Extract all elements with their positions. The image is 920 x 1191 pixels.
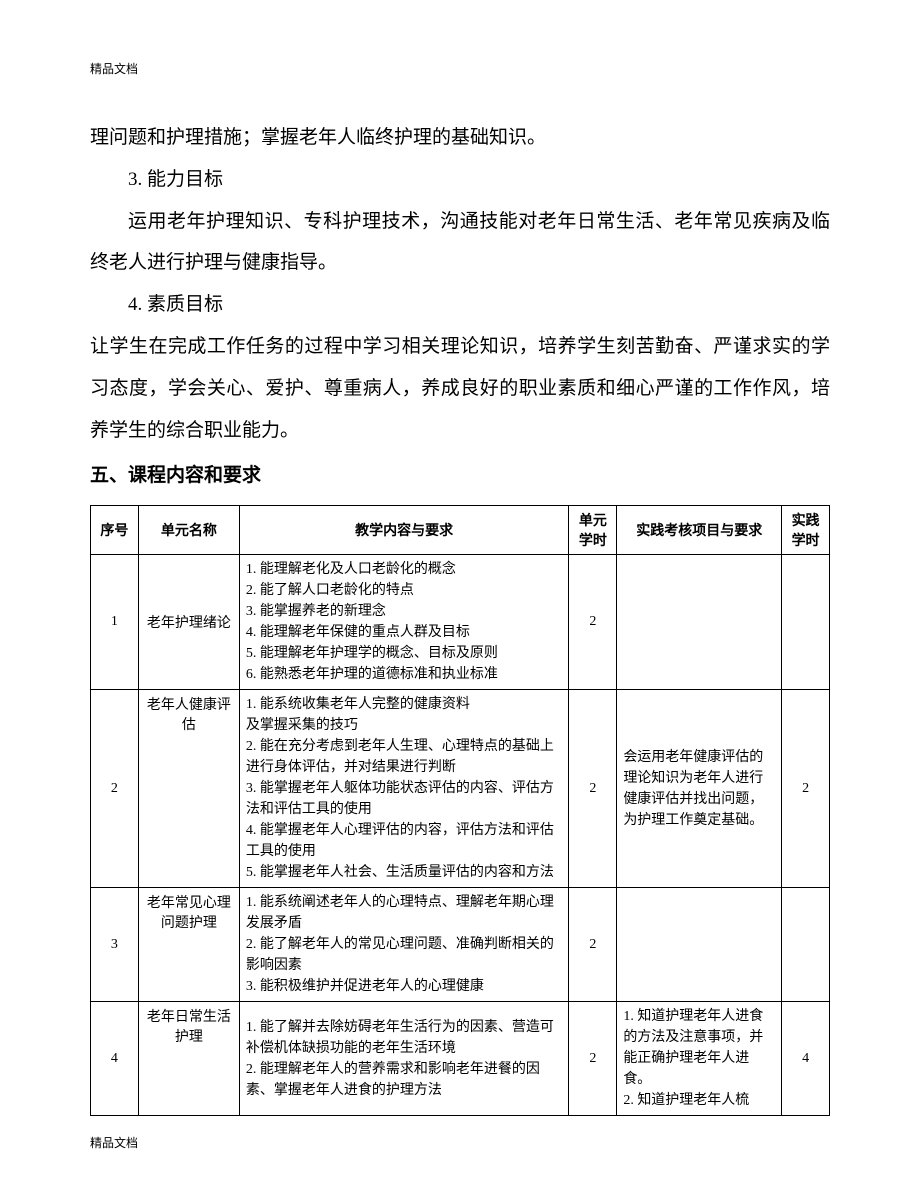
cell-practice	[617, 888, 782, 1002]
cell-name: 老年日常生活护理	[138, 1002, 239, 1116]
cell-content: 1. 能理解老化及人口老龄化的概念2. 能了解人口老龄化的特点3. 能掌握养老的…	[239, 555, 569, 690]
cell-hours1: 2	[569, 1002, 617, 1116]
table-row: 4老年日常生活护理1. 能了解并去除妨碍老年生活行为的因素、营造可补偿机体缺损功…	[91, 1002, 830, 1116]
table-row: 1老年护理绪论1. 能理解老化及人口老龄化的概念2. 能了解人口老龄化的特点3.…	[91, 555, 830, 690]
cell-seq: 2	[91, 690, 139, 888]
cell-name: 老年护理绪论	[138, 555, 239, 690]
header-mark: 精品文档	[90, 60, 830, 77]
cell-seq: 3	[91, 888, 139, 1002]
paragraph-ability: 运用老年护理知识、专科护理技术，沟通技能对老年日常生活、老年常见疾病及临终老人进…	[90, 201, 830, 285]
table-body: 1老年护理绪论1. 能理解老化及人口老龄化的概念2. 能了解人口老龄化的特点3.…	[91, 555, 830, 1116]
cell-practice	[617, 555, 782, 690]
cell-hours1: 2	[569, 888, 617, 1002]
footer-mark: 精品文档	[90, 1134, 138, 1151]
header-content: 教学内容与要求	[239, 506, 569, 555]
cell-hours1: 2	[569, 555, 617, 690]
cell-seq: 4	[91, 1002, 139, 1116]
table-header-row: 序号 单元名称 教学内容与要求 单元学时 实践考核项目与要求 实践学时	[91, 506, 830, 555]
paragraph-continuation: 理问题和护理措施；掌握老年人临终护理的基础知识。	[90, 117, 830, 159]
header-practice: 实践考核项目与要求	[617, 506, 782, 555]
cell-practice: 1. 知道护理老年人进食的方法及注意事项，并能正确护理老年人进食。2. 知道护理…	[617, 1002, 782, 1116]
table-row: 3老年常见心理问题护理1. 能系统阐述老年人的心理特点、理解老年期心理发展矛盾2…	[91, 888, 830, 1002]
cell-hours2: 4	[782, 1002, 830, 1116]
cell-name: 老年人健康评估	[138, 690, 239, 888]
cell-practice: 会运用老年健康评估的理论知识为老年人进行健康评估并找出问题，为护理工作奠定基础。	[617, 690, 782, 888]
sub-heading-quality: 4. 素质目标	[90, 284, 830, 326]
cell-content: 1. 能系统收集老年人完整的健康资料及掌握采集的技巧2. 能在充分考虑到老年人生…	[239, 690, 569, 888]
course-content-table: 序号 单元名称 教学内容与要求 单元学时 实践考核项目与要求 实践学时 1老年护…	[90, 505, 830, 1116]
header-hours1: 单元学时	[569, 506, 617, 555]
cell-content: 1. 能系统阐述老年人的心理特点、理解老年期心理发展矛盾2. 能了解老年人的常见…	[239, 888, 569, 1002]
header-hours2: 实践学时	[782, 506, 830, 555]
cell-hours1: 2	[569, 690, 617, 888]
cell-seq: 1	[91, 555, 139, 690]
sub-heading-ability: 3. 能力目标	[90, 159, 830, 201]
cell-name: 老年常见心理问题护理	[138, 888, 239, 1002]
cell-hours2	[782, 555, 830, 690]
header-name: 单元名称	[138, 506, 239, 555]
cell-hours2	[782, 888, 830, 1002]
paragraph-quality: 让学生在完成工作任务的过程中学习相关理论知识，培养学生刻苦勤奋、严谨求实的学习态…	[90, 326, 830, 451]
cell-content: 1. 能了解并去除妨碍老年生活行为的因素、营造可补偿机体缺损功能的老年生活环境2…	[239, 1002, 569, 1116]
section-heading: 五、课程内容和要求	[90, 455, 830, 497]
cell-hours2: 2	[782, 690, 830, 888]
header-seq: 序号	[91, 506, 139, 555]
table-row: 2老年人健康评估1. 能系统收集老年人完整的健康资料及掌握采集的技巧2. 能在充…	[91, 690, 830, 888]
